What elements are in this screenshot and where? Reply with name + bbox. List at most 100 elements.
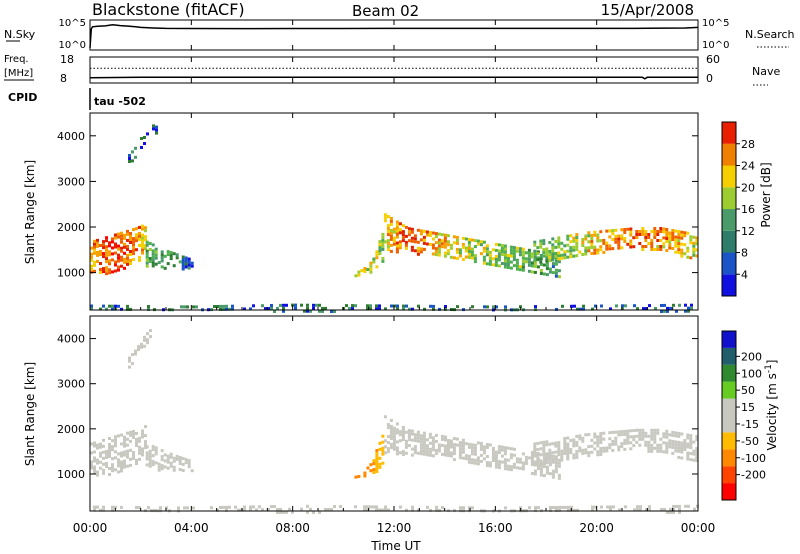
power-cell (668, 240, 672, 244)
velocity-cell (503, 461, 507, 465)
power-cell (398, 222, 402, 226)
power-cell (590, 246, 594, 249)
velocity-cell (449, 442, 453, 446)
velocity-cell (689, 443, 693, 447)
velocity-cell (117, 458, 120, 462)
velocity-cell (599, 453, 603, 456)
power-cell (120, 246, 123, 250)
velocity-cell (117, 470, 120, 474)
power-cell (614, 237, 618, 241)
velocity-cell (428, 441, 432, 445)
power-cell (96, 244, 99, 248)
velocity-cell (605, 446, 609, 450)
velocity-cell (123, 444, 126, 448)
power-cell (318, 303, 321, 307)
velocity-cell (146, 332, 149, 336)
power-cell (491, 263, 495, 267)
velocity-cell (524, 455, 528, 459)
velocity-cell (650, 449, 654, 453)
velocity-cell (172, 459, 176, 463)
velocity-cell (551, 454, 555, 458)
velocity-cell (154, 449, 158, 453)
power-cell (497, 258, 501, 262)
power-cell (375, 307, 378, 311)
power-cell (144, 244, 147, 248)
power-cell (111, 304, 114, 308)
velocity-cell (138, 451, 141, 455)
velocity-cell (458, 444, 462, 448)
velocity-cell (509, 465, 513, 469)
colorbar-tick-label: 15 (741, 401, 755, 414)
velocity-cell (554, 450, 558, 454)
power-cell (231, 307, 234, 311)
power-cell (494, 242, 498, 246)
power-cell (114, 251, 117, 255)
power-cell (611, 232, 615, 236)
velocity-cell (102, 462, 105, 466)
velocity-cell (473, 449, 477, 453)
power-cell (145, 261, 149, 265)
power-cell (145, 249, 149, 253)
velocity-cell (596, 441, 600, 445)
velocity-cell (333, 505, 336, 508)
power-cell (390, 304, 393, 308)
power-cell (96, 259, 99, 263)
velocity-cell (617, 448, 621, 452)
velocity-cell (114, 450, 117, 454)
velocity-cell (363, 471, 367, 475)
power-cell (422, 241, 426, 245)
power-cell (190, 261, 194, 265)
velocity-cell (437, 449, 441, 453)
power-cell (579, 307, 582, 311)
power-cell (369, 307, 372, 311)
power-cell (482, 246, 486, 250)
power-cell (154, 256, 158, 260)
power-cell (500, 250, 504, 253)
power-cell (410, 248, 414, 252)
power-cell (647, 242, 651, 245)
velocity-cell (300, 507, 303, 511)
velocity-cell (425, 453, 429, 457)
velocity-cell (441, 506, 444, 509)
velocity-cell (629, 429, 633, 433)
power-cell (654, 307, 657, 310)
power-cell (187, 263, 191, 267)
power-cell (581, 238, 585, 241)
power-cell (680, 236, 684, 240)
power-cell (608, 229, 612, 233)
velocity-cell (557, 450, 561, 454)
power-y-tick-label: 2000 (57, 221, 85, 234)
velocity-cell (575, 449, 579, 453)
power-cell (99, 250, 102, 253)
velocity-cell (527, 456, 531, 460)
power-cell (105, 260, 108, 264)
velocity-cell (524, 461, 528, 465)
power-cell (90, 267, 93, 271)
velocity-cell (656, 449, 660, 453)
velocity-cell (482, 457, 486, 461)
colorbar-tick-label: 50 (741, 384, 755, 397)
power-cell (473, 239, 477, 243)
power-cell (145, 252, 149, 256)
velocity-cell (111, 448, 114, 452)
velocity-cell (557, 476, 561, 480)
power-cell (455, 247, 459, 251)
colorbar-tick-label: 8 (741, 247, 748, 260)
velocity-cell (581, 436, 585, 440)
velocity-cell (151, 448, 155, 452)
power-cell (120, 255, 123, 259)
power-cell (569, 246, 573, 250)
power-cell (594, 304, 597, 308)
power-cell (117, 247, 120, 251)
power-cell (671, 232, 675, 235)
power-cell (644, 236, 648, 239)
power-cell (666, 309, 669, 313)
velocity-cell (558, 508, 561, 512)
power-cell (282, 306, 285, 310)
power-cell (660, 310, 663, 313)
power-cell (187, 260, 191, 264)
power-cell (389, 228, 393, 232)
velocity-cell (99, 460, 102, 464)
power-cell (148, 248, 152, 251)
velocity-cell (557, 473, 561, 477)
